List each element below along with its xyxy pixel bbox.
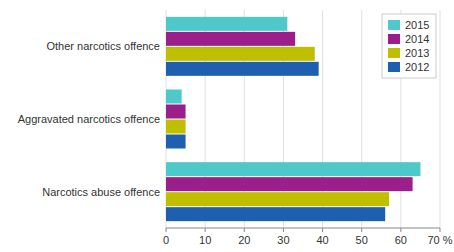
tick-mark [244, 228, 245, 232]
tick-mark [361, 228, 362, 232]
legend-label: 2014 [405, 33, 429, 45]
bar [166, 62, 319, 76]
bar [166, 105, 186, 119]
bar [166, 192, 389, 206]
grid-line [440, 10, 441, 228]
bar [166, 47, 315, 61]
legend-box [382, 14, 436, 78]
tick-mark [205, 228, 206, 232]
legend-label: 2013 [405, 47, 429, 59]
legend-label: 2012 [405, 61, 429, 73]
tick-mark [283, 228, 284, 232]
bar [166, 32, 295, 46]
legend-swatch [388, 20, 400, 30]
bar [166, 120, 186, 134]
tick-label: 30 [277, 234, 289, 246]
legend-swatch [388, 34, 400, 44]
legend-swatch [388, 48, 400, 58]
tick-mark [400, 228, 401, 232]
tick-label: 60 [395, 234, 407, 246]
x-axis: 0 10 20 30 40 50 60 70 % [163, 10, 453, 246]
category-label: Narcotics abuse offence [42, 186, 160, 198]
chart: 0 10 20 30 40 50 60 70 % Other narcotics offence… [0, 0, 454, 252]
tick-mark [322, 228, 323, 232]
tick-label: 10 [199, 234, 211, 246]
bar [166, 135, 186, 149]
legend: 2015 2014 2013 2012 [382, 14, 436, 78]
y-axis: Other narcotics offence Aggravated narcot… [18, 40, 160, 197]
tick-label: 0 [163, 234, 169, 246]
tick-label: 20 [238, 234, 250, 246]
axis-line [166, 228, 440, 229]
tick-label: 40 [316, 234, 328, 246]
legend-swatch [388, 62, 400, 72]
tick-mark [440, 228, 441, 232]
bar [166, 90, 182, 104]
bar [166, 162, 420, 176]
legend-label: 2015 [405, 19, 429, 31]
tick-mark [166, 228, 167, 232]
tick-label: 50 [356, 234, 368, 246]
bar [166, 177, 413, 191]
category-label: Aggravated narcotics offence [18, 113, 160, 125]
bar [166, 17, 287, 31]
bar [166, 207, 385, 221]
tick-label: 70 % [427, 234, 452, 246]
category-label: Other narcotics offence [46, 40, 160, 52]
